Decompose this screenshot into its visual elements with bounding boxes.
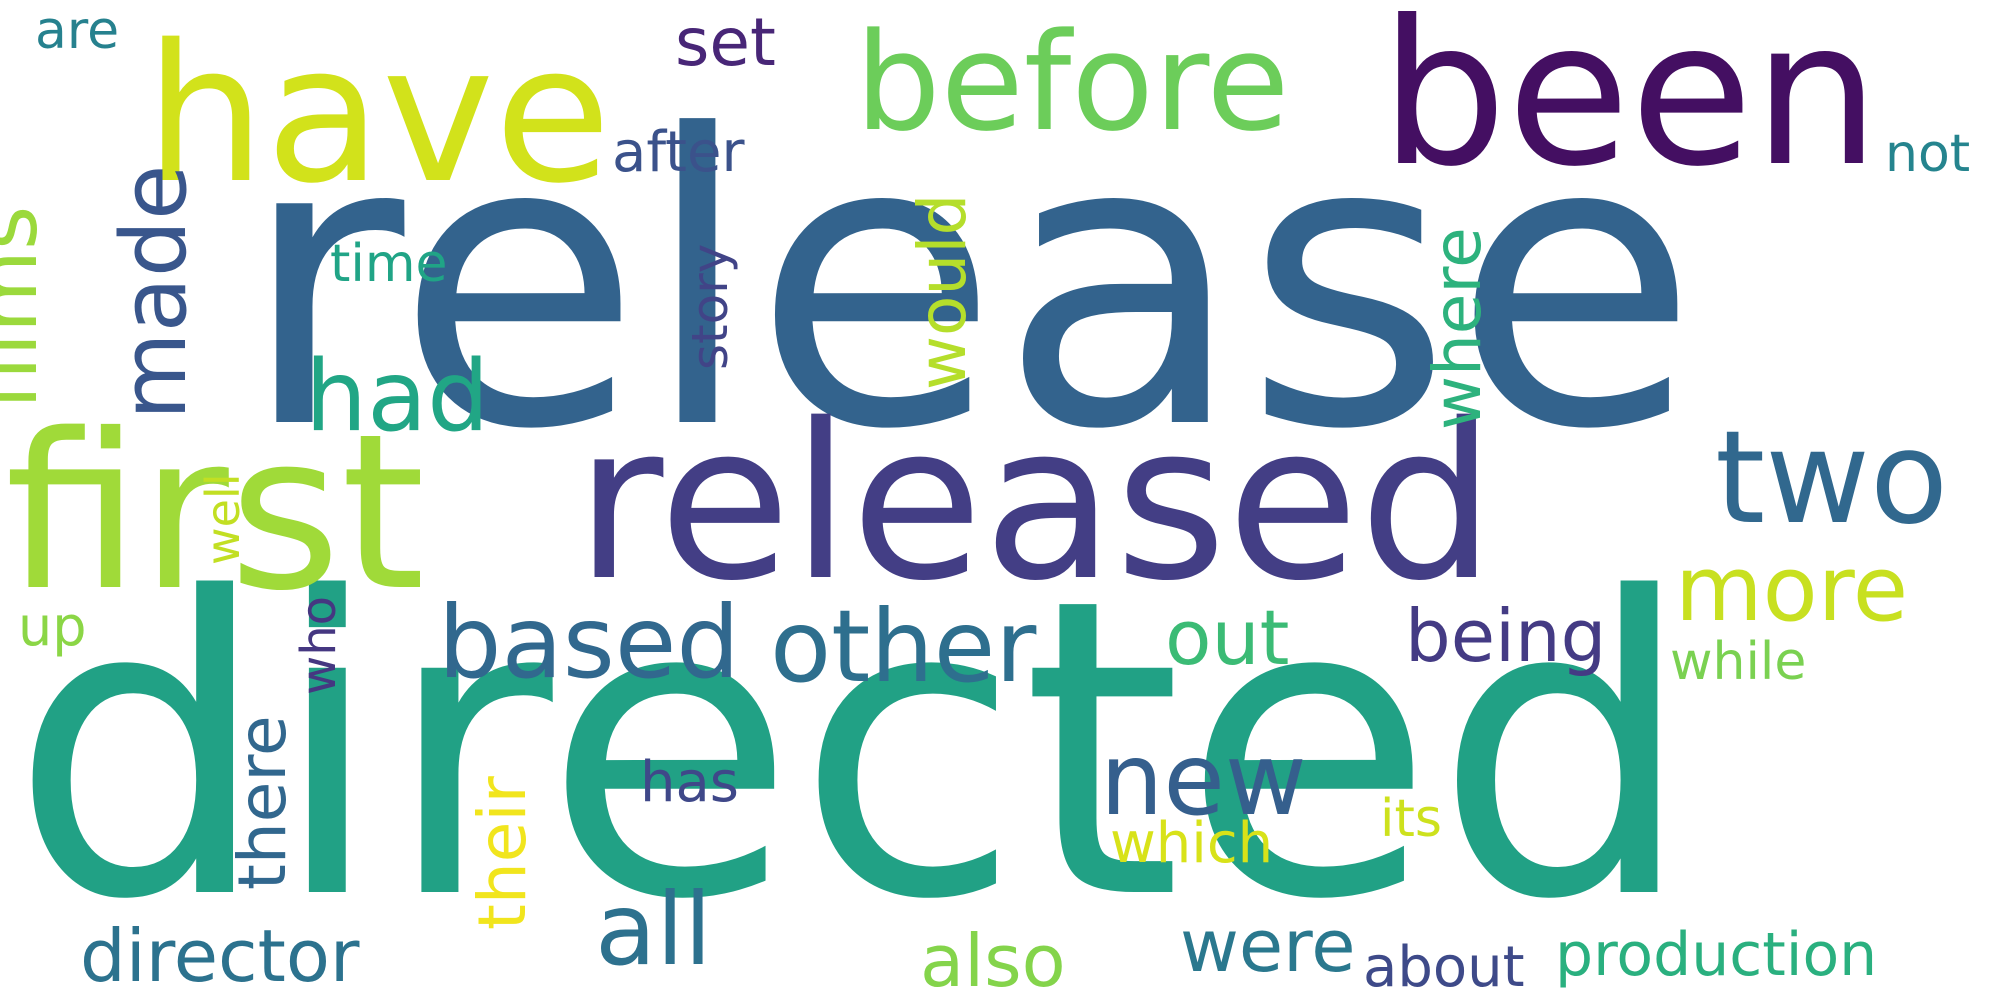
word-two: two: [1715, 404, 1949, 553]
word-been: been: [1380, 0, 1880, 211]
word-before: before: [855, 4, 1290, 161]
word-also: also: [920, 919, 1066, 1000]
word-up: up: [18, 595, 87, 658]
word-its: its: [1380, 789, 1442, 849]
word-directed: directed: [10, 511, 1695, 989]
word-not: not: [1885, 124, 1971, 184]
word-time: time: [330, 234, 448, 294]
word-released: released: [575, 377, 1496, 628]
word-made: made: [102, 164, 207, 420]
word-production: production: [1555, 920, 1878, 990]
word-who: who: [291, 595, 347, 695]
word-while: while: [1670, 632, 1807, 692]
word-which: which: [1110, 811, 1274, 876]
word-have: have: [145, 4, 612, 225]
word-had: had: [305, 340, 490, 454]
word-first: first: [5, 387, 426, 638]
word-director: director: [80, 914, 360, 998]
word-would: would: [904, 193, 981, 390]
word-story: story: [681, 243, 739, 370]
word-films: films: [0, 205, 57, 410]
word-where: where: [1419, 227, 1496, 430]
word-after: after: [612, 120, 745, 185]
word-other: other: [770, 588, 1037, 705]
word-set: set: [675, 4, 776, 81]
word-were: were: [1180, 904, 1356, 988]
word-about: about: [1363, 935, 1525, 1000]
word-all: all: [595, 871, 712, 988]
word-out: out: [1165, 593, 1290, 682]
word-there: there: [224, 715, 301, 890]
word-well: well: [196, 473, 250, 565]
word-more: more: [1675, 537, 1909, 642]
word-their: their: [464, 776, 541, 930]
word-based: based: [438, 584, 740, 701]
word-new: new: [1100, 721, 1307, 838]
word-are: are: [35, 1, 120, 61]
word-being: being: [1405, 594, 1607, 678]
word-has: has: [640, 750, 739, 815]
word-release: release: [240, 52, 1699, 517]
